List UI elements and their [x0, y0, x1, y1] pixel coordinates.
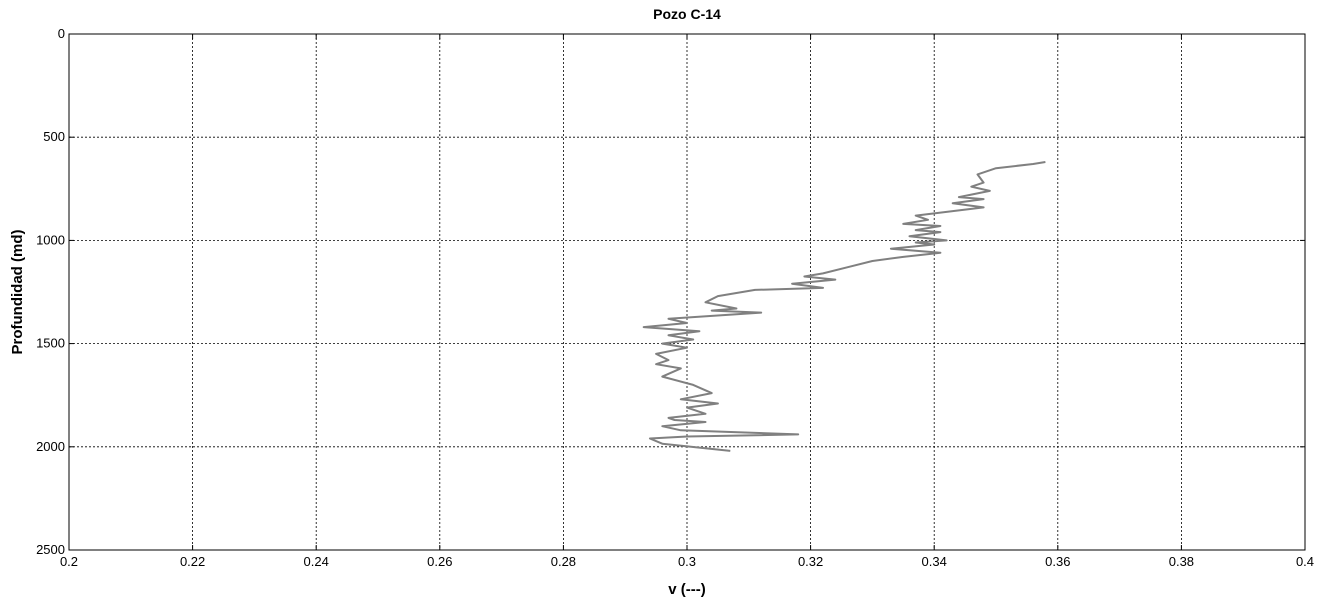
series-line-0	[642, 161, 1046, 452]
x-tick-label: 0.28	[551, 554, 576, 569]
y-tick-label: 1000	[36, 232, 65, 247]
x-tick-label: 0.26	[427, 554, 452, 569]
x-tick-label: 0.2	[60, 554, 78, 569]
x-tick-label: 0.38	[1169, 554, 1194, 569]
x-axis-ticks: 0.2 0.22 0.24 0.26 0.28 0.3 0.32 0.34 0.36 0.38 0.…	[60, 34, 1314, 569]
y-axis-ticks: 0 500 1000 1500 2000 2500	[36, 26, 1305, 557]
x-axis-title: v (---)	[668, 581, 706, 598]
series-layer	[642, 161, 1046, 452]
grid-lines	[69, 34, 1305, 550]
y-tick-label: 2000	[36, 439, 65, 454]
x-tick-label: 0.32	[798, 554, 823, 569]
y-axis-title: Profundidad (md)	[9, 230, 26, 355]
x-tick-label: 0.36	[1045, 554, 1070, 569]
y-tick-label: 2500	[36, 542, 65, 557]
y-tick-label: 1500	[36, 336, 65, 351]
x-tick-label: 0.34	[922, 554, 947, 569]
x-tick-label: 0.22	[180, 554, 205, 569]
chart-title: Pozo C-14	[653, 6, 721, 22]
x-tick-label: 0.24	[304, 554, 329, 569]
x-tick-label: 0.3	[678, 554, 696, 569]
y-tick-label: 0	[58, 26, 65, 41]
y-tick-label: 500	[43, 129, 65, 144]
x-tick-label: 0.4	[1296, 554, 1314, 569]
